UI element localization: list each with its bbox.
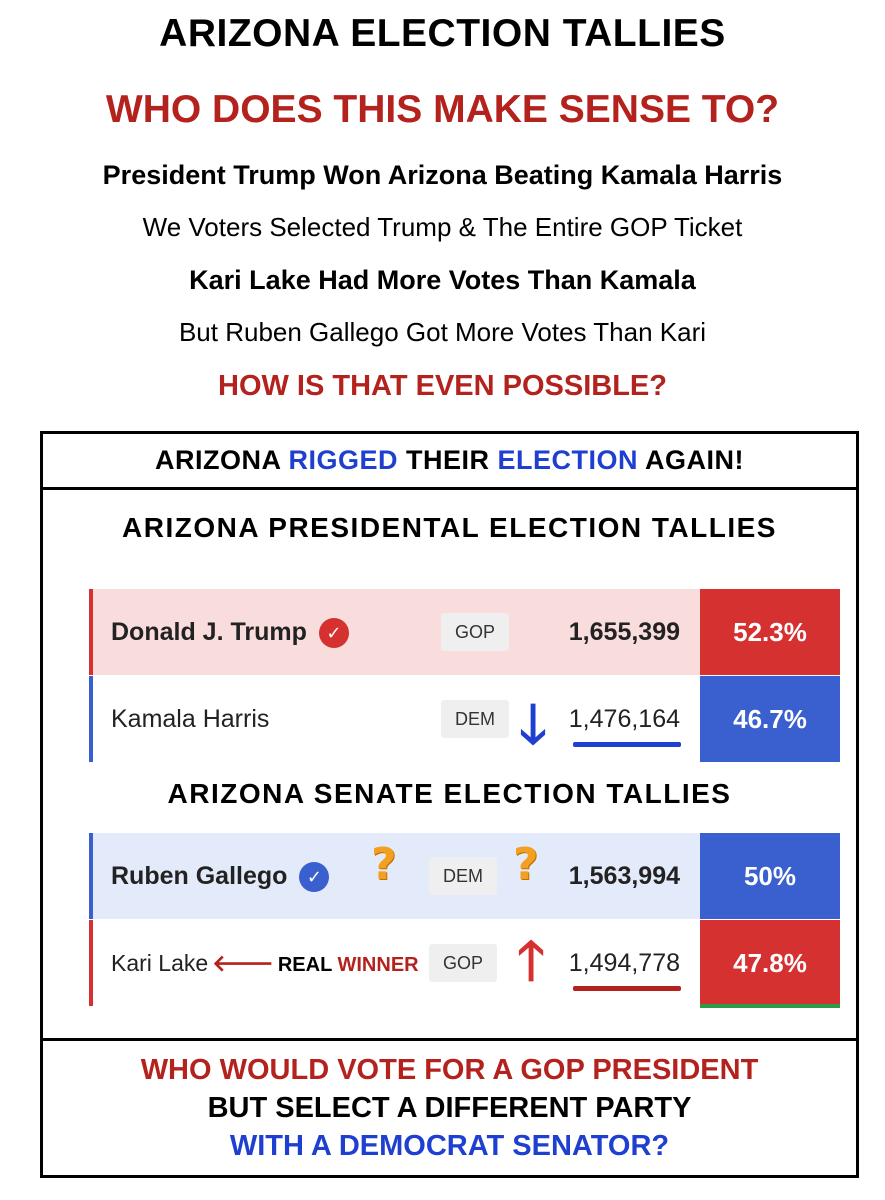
rigged-banner-part-3: THEIR <box>398 445 498 475</box>
vote-percent: 46.7% <box>700 676 840 762</box>
candidate-name: Kari Lake 🡐 REAL WINNER <box>111 920 419 1006</box>
party-color-bar <box>89 833 93 919</box>
result-row-gallego: Ruben Gallego ✓ ? DEM ? 1,563,994 50% <box>89 833 840 919</box>
page-title: ARIZONA ELECTION TALLIES <box>0 12 885 56</box>
vote-percent: 50% <box>700 833 840 919</box>
rigged-banner: ARIZONA RIGGED THEIR ELECTION AGAIN! <box>40 431 859 490</box>
party-color-bar <box>89 920 93 1006</box>
vote-count: 1,563,994 <box>569 833 680 919</box>
vote-count: 1,655,399 <box>569 589 680 675</box>
party-badge: GOP <box>429 944 497 982</box>
results-panel: ARIZONA PRESIDENTAL ELECTION TALLIES Don… <box>40 490 859 1038</box>
vote-count: 1,476,164 <box>569 676 680 762</box>
up-arrow-icon: 🡑 <box>517 934 545 988</box>
green-strip <box>700 1004 840 1008</box>
result-row-harris: Kamala Harris DEM 1,476,164 46.7% 🡓 <box>89 676 840 762</box>
closing-line-1: WHO WOULD VOTE FOR A GOP PRESIDENT <box>43 1051 856 1089</box>
vote-underline <box>573 742 681 747</box>
party-color-bar <box>89 589 93 675</box>
rigged-banner-part-4: ELECTION <box>498 445 639 475</box>
party-badge: DEM <box>441 700 509 738</box>
candidate-name: Donald J. Trump ✓ <box>111 589 349 675</box>
vote-underline <box>573 986 681 991</box>
left-arrow-icon: 🡐 <box>212 950 274 976</box>
statement-line-4: But Ruben Gallego Got More Votes Than Ka… <box>0 317 885 348</box>
annotation-real: REAL <box>278 954 338 976</box>
party-badge: DEM <box>429 857 497 895</box>
rigged-banner-part-2: RIGGED <box>288 445 398 475</box>
rigged-banner-part-1: ARIZONA <box>155 445 289 475</box>
page-question: WHO DOES THIS MAKE SENSE TO? <box>0 88 885 132</box>
candidate-name: Kamala Harris <box>111 676 269 762</box>
closing-question-box: WHO WOULD VOTE FOR A GOP PRESIDENT BUT S… <box>40 1038 859 1178</box>
vote-percent: 47.8% <box>700 920 840 1006</box>
rigged-banner-part-5: AGAIN! <box>638 445 744 475</box>
result-row-trump: Donald J. Trump ✓ GOP 1,655,399 52.3% <box>89 589 840 675</box>
statement-line-2: We Voters Selected Trump & The Entire GO… <box>0 212 885 243</box>
presidential-title: ARIZONA PRESIDENTAL ELECTION TALLIES <box>43 512 856 544</box>
question-mark-icon: ? <box>371 839 397 890</box>
party-color-bar <box>89 676 93 762</box>
result-row-lake: Kari Lake 🡐 REAL WINNER GOP 🡑 1,494,778 47… <box>89 920 840 1006</box>
annotation-winner: WINNER <box>338 954 419 976</box>
senate-title: ARIZONA SENATE ELECTION TALLIES <box>43 778 856 810</box>
check-badge-icon: ✓ <box>319 618 349 648</box>
statement-line-3: Kari Lake Had More Votes Than Kamala <box>0 265 885 296</box>
check-badge-icon: ✓ <box>299 862 329 892</box>
candidate-name: Ruben Gallego ✓ <box>111 833 329 919</box>
party-badge: GOP <box>441 613 509 651</box>
closing-line-3: WITH A DEMOCRAT SENATOR? <box>43 1127 856 1165</box>
statement-line-1: President Trump Won Arizona Beating Kama… <box>0 160 885 191</box>
question-mark-icon: ? <box>513 839 539 890</box>
vote-percent: 52.3% <box>700 589 840 675</box>
statement-line-5: HOW IS THAT EVEN POSSIBLE? <box>0 370 885 403</box>
closing-line-2: BUT SELECT A DIFFERENT PARTY <box>43 1089 856 1127</box>
vote-count: 1,494,778 <box>569 920 680 1006</box>
down-arrow-icon: 🡓 <box>519 698 547 752</box>
